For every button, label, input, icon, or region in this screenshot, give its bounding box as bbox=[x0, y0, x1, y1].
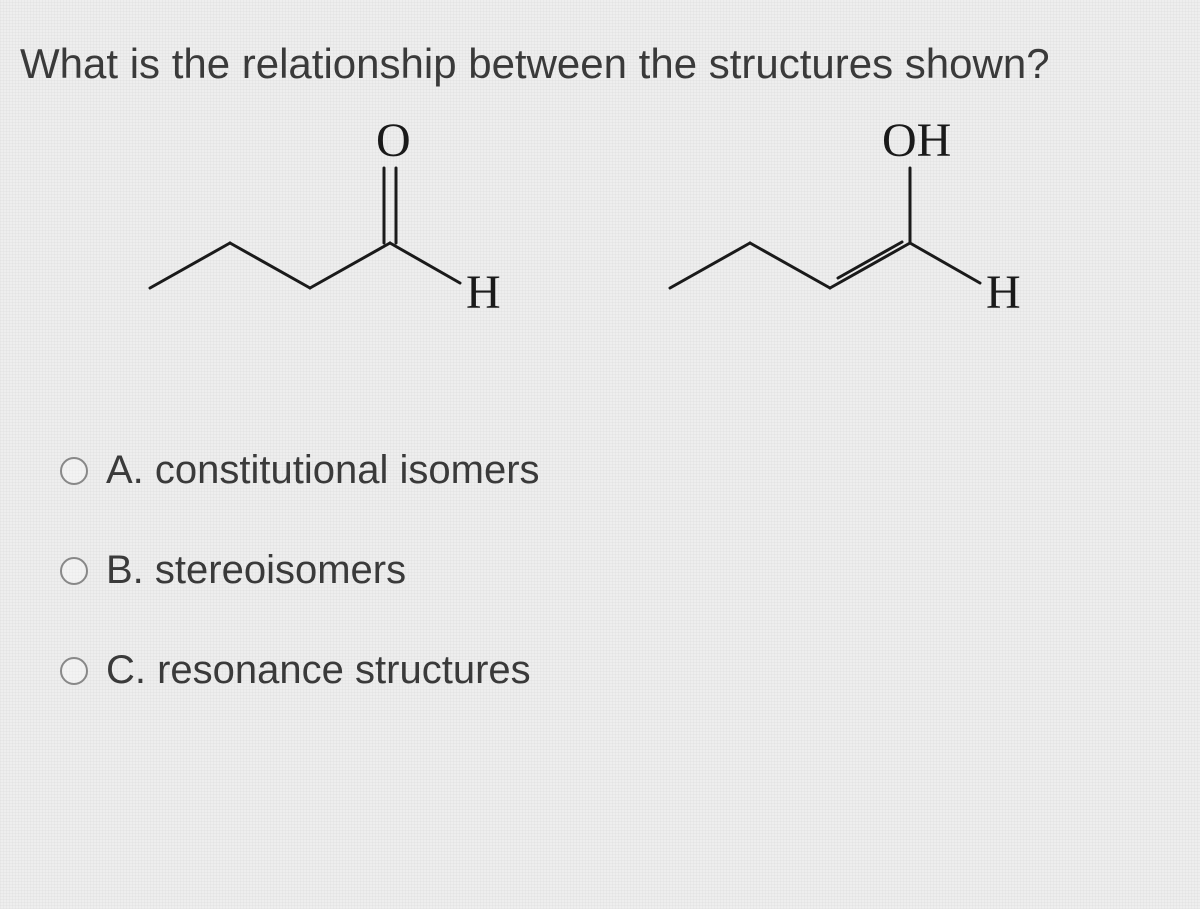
label-hydrogen-left: H bbox=[466, 266, 501, 319]
structure-left-svg: O H bbox=[120, 108, 540, 368]
bond-c4-h-r bbox=[910, 243, 980, 283]
option-a-label: A. constitutional isomers bbox=[106, 448, 540, 493]
bond-c1-c2 bbox=[150, 243, 230, 288]
option-b-label: B. stereoisomers bbox=[106, 548, 406, 593]
option-c[interactable]: C. resonance structures bbox=[60, 648, 1180, 693]
structures-container: O H OH H bbox=[20, 108, 1180, 368]
options-container: A. constitutional isomers B. stereoisome… bbox=[20, 448, 1180, 693]
structure-left: O H bbox=[120, 108, 540, 368]
structure-right: OH H bbox=[640, 108, 1080, 368]
label-oxygen-left: O bbox=[376, 114, 411, 167]
bond-c3-c4 bbox=[310, 243, 390, 288]
bond-c3-c4-r-1 bbox=[830, 243, 910, 288]
bond-c4-h bbox=[390, 243, 460, 283]
option-a[interactable]: A. constitutional isomers bbox=[60, 448, 1180, 493]
structure-right-svg: OH H bbox=[640, 108, 1080, 368]
radio-b[interactable] bbox=[60, 557, 88, 585]
option-c-label: C. resonance structures bbox=[106, 648, 531, 693]
bond-c2-c3 bbox=[230, 243, 310, 288]
label-hydrogen-right: H bbox=[986, 266, 1021, 319]
bond-c2-c3-r bbox=[750, 243, 830, 288]
question-text: What is the relationship between the str… bbox=[20, 40, 1180, 88]
label-hydroxyl-right: OH bbox=[882, 114, 951, 167]
option-b[interactable]: B. stereoisomers bbox=[60, 548, 1180, 593]
radio-a[interactable] bbox=[60, 457, 88, 485]
radio-c[interactable] bbox=[60, 657, 88, 685]
bond-c1-c2-r bbox=[670, 243, 750, 288]
bond-c3-c4-r-2 bbox=[838, 242, 902, 278]
